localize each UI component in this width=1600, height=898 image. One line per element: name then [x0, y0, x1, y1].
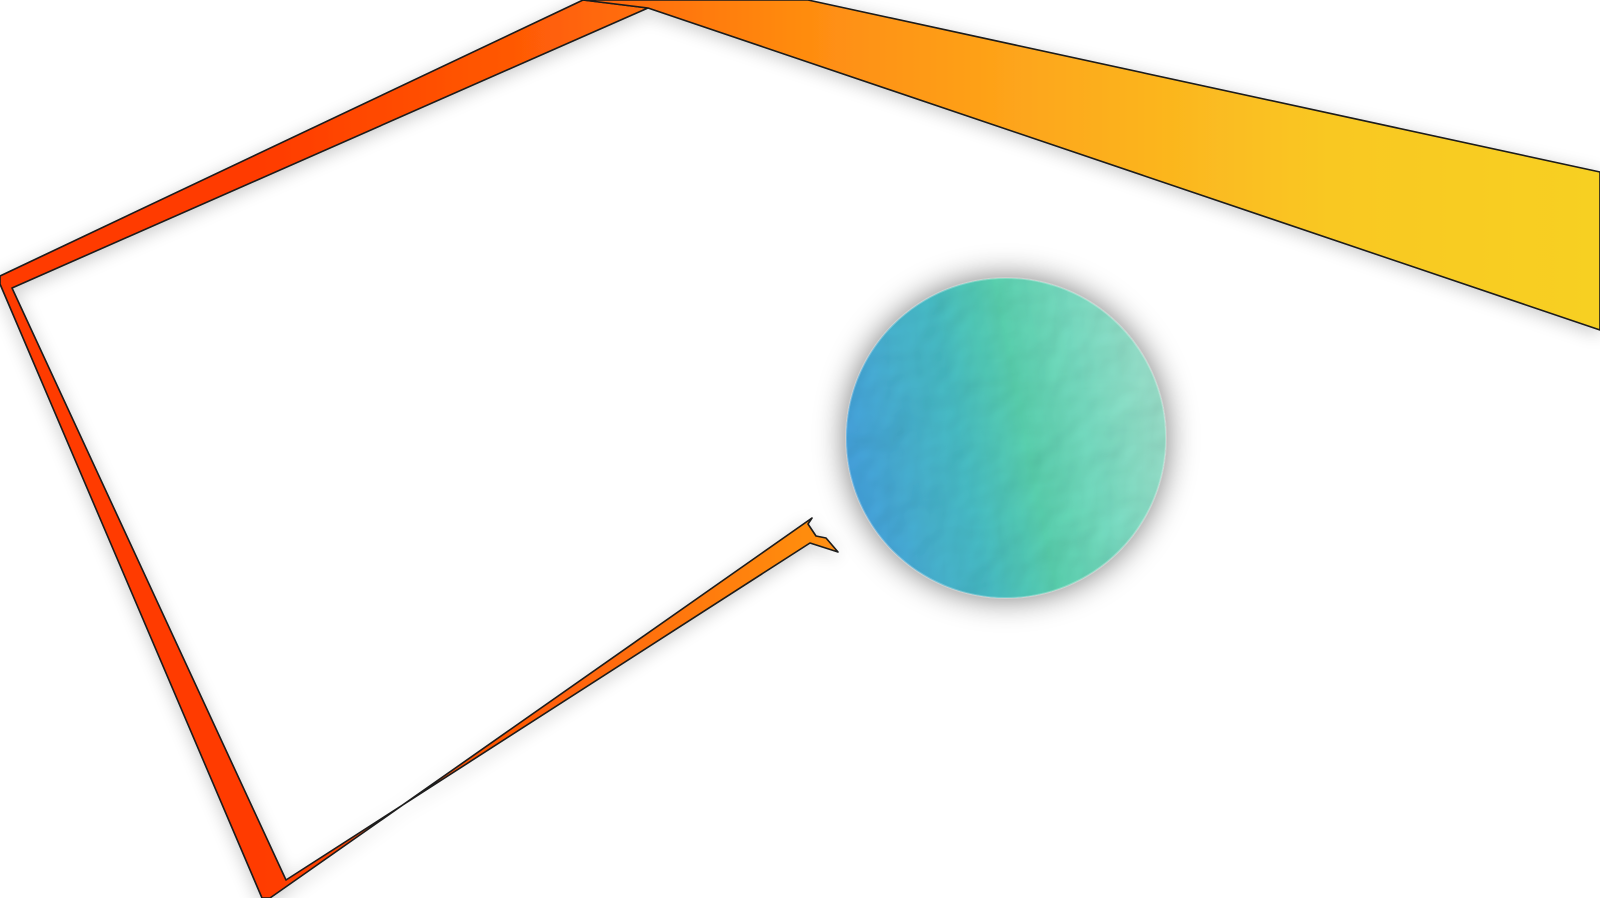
track-segment-left [0, 0, 839, 898]
track-segment-right [582, 0, 1600, 331]
ball-texture [846, 278, 1166, 598]
ball-rim [845, 277, 1167, 599]
